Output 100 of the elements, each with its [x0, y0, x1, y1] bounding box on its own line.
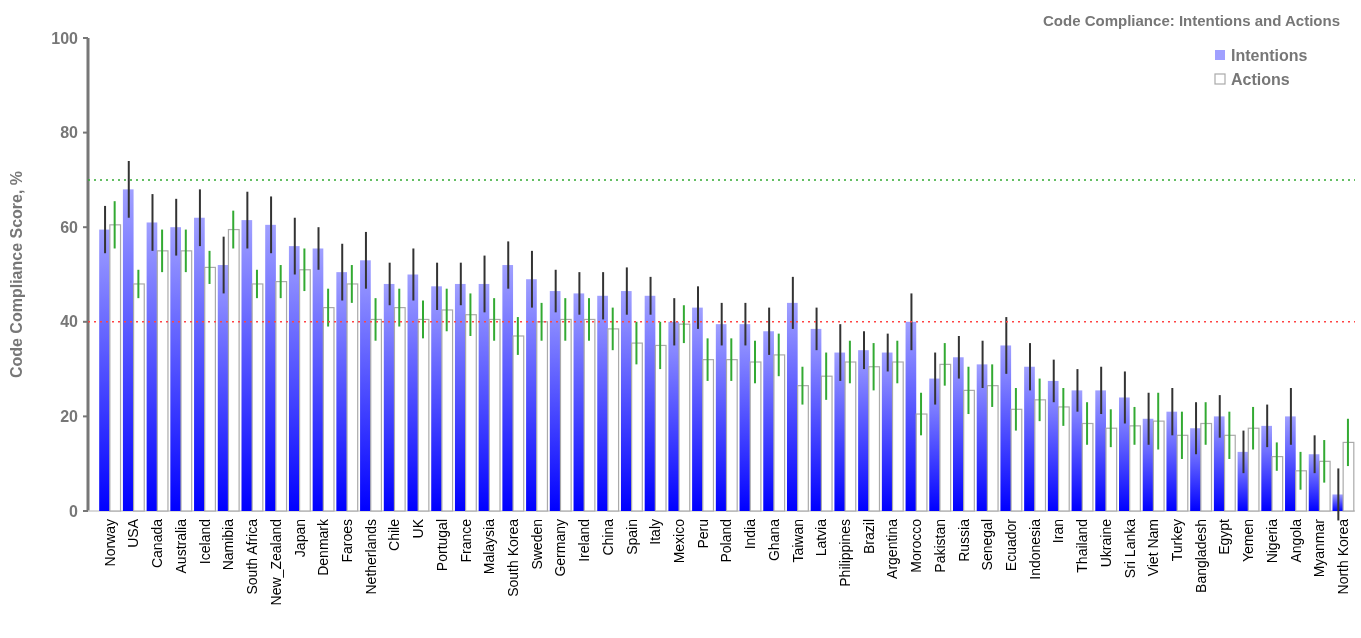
bar — [797, 385, 809, 512]
bar — [170, 227, 182, 511]
bar — [1342, 441, 1355, 512]
bar — [1295, 470, 1307, 512]
x-tick-label: Pakistan — [931, 519, 948, 573]
bar — [763, 331, 774, 511]
x-tick-label: Norway — [101, 519, 118, 567]
bar — [417, 318, 430, 512]
x-tick-label: New_Zealand — [267, 519, 284, 606]
bar — [976, 364, 988, 511]
x-tick-label: Ghana — [765, 518, 782, 562]
bar — [488, 318, 501, 512]
bar — [275, 281, 288, 512]
bar — [1129, 425, 1141, 512]
x-tick-label: Netherlands — [362, 519, 379, 595]
bar — [1071, 390, 1083, 511]
x-tick-label: Iran — [1050, 519, 1067, 544]
chart-title: Code Compliance: Intentions and Actions — [1043, 12, 1340, 29]
bar — [99, 229, 110, 511]
x-tick-label: Egypt — [1216, 518, 1233, 555]
bar — [346, 283, 359, 512]
bar — [465, 314, 477, 512]
bar — [668, 321, 680, 511]
y-tick-label: 60 — [60, 218, 79, 236]
bar — [298, 269, 311, 512]
x-tick-label: Ecuador — [1003, 518, 1019, 572]
bar — [1213, 416, 1225, 511]
x-tick-label: Argentina — [884, 518, 901, 579]
bar — [1047, 380, 1059, 511]
bar — [1095, 390, 1106, 511]
bar — [749, 361, 762, 512]
y-axis-title: Code Compliance Score, % — [8, 170, 25, 379]
bar — [1119, 397, 1130, 511]
bar — [217, 265, 229, 511]
bar — [241, 220, 253, 511]
y-tick-label: 100 — [51, 29, 79, 47]
bar — [156, 250, 169, 512]
bar — [1223, 434, 1236, 512]
bar — [725, 359, 738, 512]
x-tick-label: Denmark — [315, 518, 332, 576]
bar — [288, 246, 300, 511]
x-tick-label: Ukraine — [1097, 518, 1114, 568]
bar — [549, 291, 561, 511]
bar — [512, 335, 525, 512]
bar — [370, 318, 383, 512]
x-tick-label: Malaysia — [481, 518, 498, 575]
bar — [963, 389, 975, 512]
x-tick-label: Indonesia — [1026, 518, 1043, 580]
bar — [644, 295, 656, 511]
x-tick-label: Taiwan — [789, 519, 806, 563]
bar — [868, 366, 881, 512]
x-tick-label: Iceland — [196, 519, 213, 565]
bar — [1010, 408, 1023, 512]
bar — [1166, 411, 1178, 511]
bar — [820, 375, 833, 512]
bar — [1200, 422, 1213, 512]
bar — [180, 250, 193, 512]
x-tick-label: Germany — [552, 519, 569, 577]
bar — [583, 318, 596, 512]
x-tick-label: Thailand — [1074, 519, 1091, 573]
x-tick-label: Ireland — [576, 519, 593, 562]
bar — [1176, 434, 1189, 512]
bar — [844, 361, 857, 512]
x-tick-label: Bangladesh — [1192, 519, 1209, 593]
bar — [1247, 427, 1260, 512]
bar — [478, 283, 490, 511]
bar — [132, 283, 145, 512]
bar — [739, 324, 751, 511]
bar — [1261, 425, 1272, 511]
bar — [441, 309, 454, 512]
x-tick-label: Senegal — [979, 519, 996, 571]
x-tick-label: Angola — [1287, 518, 1304, 563]
x-tick-label: China — [599, 518, 616, 556]
x-tick-label: Sweden — [528, 519, 545, 570]
x-tick-label: Portugal — [433, 519, 450, 572]
bar — [360, 260, 371, 511]
bar — [929, 378, 940, 511]
bar — [773, 354, 786, 512]
bar — [1285, 416, 1296, 511]
legend-label: Intentions — [1231, 46, 1308, 64]
x-tick-label: Nigeria — [1263, 518, 1280, 564]
bar — [1034, 399, 1047, 512]
x-tick-label: Viet Nam — [1145, 519, 1162, 577]
bar — [122, 189, 134, 511]
bar — [715, 324, 727, 511]
x-tick-label: Mexico — [670, 518, 687, 564]
bar — [312, 248, 324, 511]
x-tick-label: Yemen — [1240, 519, 1257, 563]
x-tick-label: Peru — [694, 519, 711, 549]
x-tick-label: Canada — [149, 518, 166, 569]
bar — [678, 323, 691, 512]
bar — [891, 361, 904, 512]
x-tick-label: Spain — [623, 519, 640, 555]
bar — [905, 321, 917, 511]
bar — [336, 272, 348, 511]
bar — [1318, 460, 1331, 512]
x-tick-label: Brazil — [860, 519, 877, 555]
x-tick-label: North Korea — [1335, 518, 1352, 595]
bar — [393, 307, 406, 512]
x-tick-label: Sri Lanka — [1121, 518, 1138, 579]
